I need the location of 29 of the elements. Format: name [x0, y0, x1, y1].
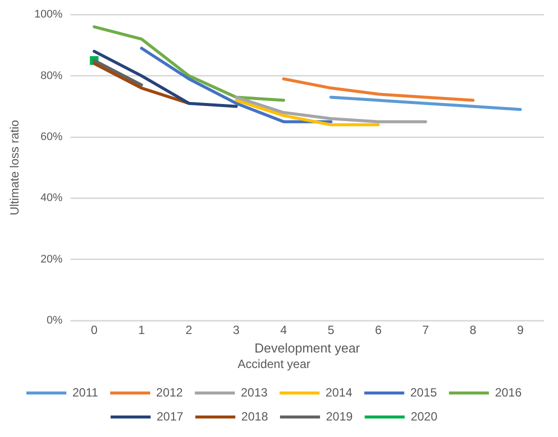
- x-tick-label: 1: [138, 323, 146, 338]
- legend-label: 2014: [326, 385, 353, 400]
- y-tick-label: 80%: [40, 70, 63, 82]
- y-axis-title: Ultimate loss ratio: [8, 120, 22, 216]
- legend-label: 2019: [326, 409, 354, 424]
- x-tick-label: 8: [470, 323, 477, 338]
- legend-label: 2015: [410, 385, 438, 400]
- y-tick-label: 40%: [40, 192, 63, 204]
- y-tick-label: 100%: [34, 8, 63, 21]
- legend-label: 2020: [410, 409, 438, 424]
- x-tick-label: 4: [280, 323, 288, 338]
- legend-label: 2013: [240, 385, 268, 400]
- x-tick-label: 6: [374, 323, 382, 338]
- legend-label: 2012: [156, 385, 184, 400]
- y-tick-label: 60%: [40, 131, 63, 144]
- x-tick-label: 7: [422, 323, 430, 338]
- legend-label: 2018: [241, 409, 268, 424]
- legend-label: 2016: [494, 385, 522, 400]
- x-tick-label: 2: [186, 323, 193, 338]
- y-tick-label: 20%: [40, 253, 63, 266]
- x-tick-label: 5: [328, 323, 335, 338]
- x-tick-label: 0: [90, 323, 98, 338]
- legend-title: Accident year: [238, 356, 310, 371]
- x-tick-label: 3: [232, 323, 240, 338]
- legend-label: 2011: [72, 385, 98, 400]
- y-tick-label: 0%: [46, 314, 63, 327]
- legend-label: 2017: [156, 409, 184, 424]
- x-axis-title: Development year: [254, 340, 361, 356]
- x-tick-label: 9: [516, 323, 524, 338]
